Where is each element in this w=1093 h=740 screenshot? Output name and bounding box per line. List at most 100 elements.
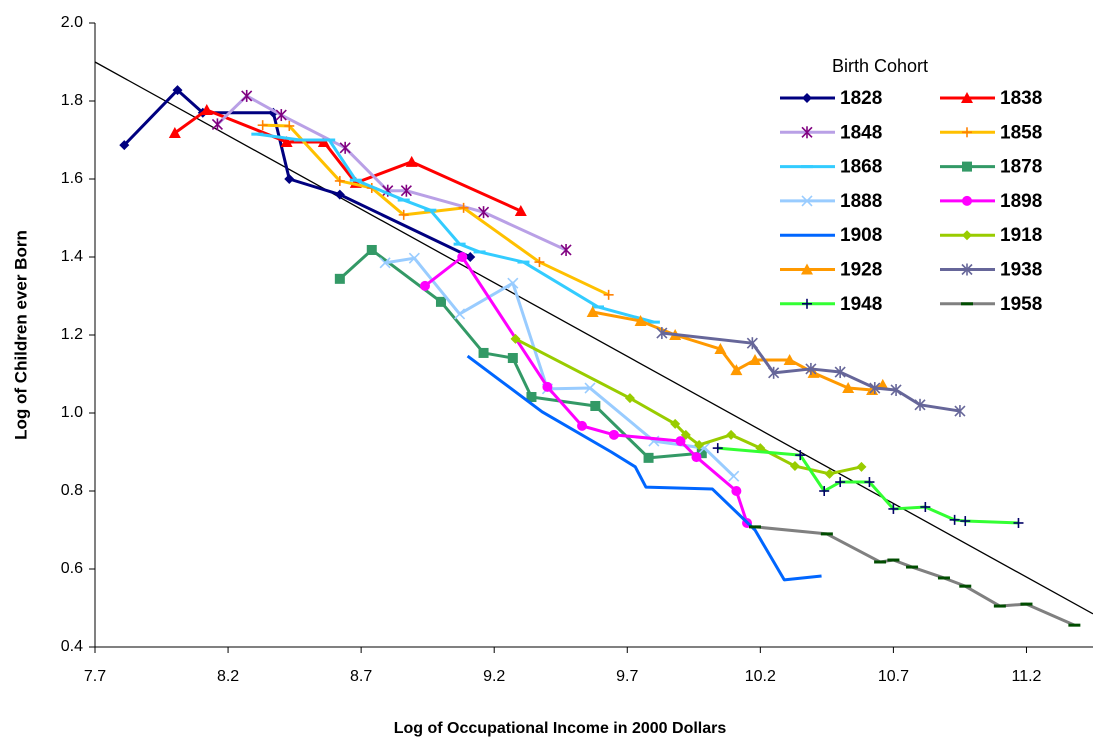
marker — [241, 89, 253, 102]
marker-shape — [420, 280, 431, 291]
marker-part — [584, 382, 596, 394]
marker — [768, 366, 780, 379]
marker — [280, 135, 293, 147]
marker — [586, 305, 599, 317]
marker — [749, 353, 762, 365]
marker — [119, 140, 130, 151]
marker-part — [454, 308, 466, 320]
x-tick-label: 9.2 — [483, 668, 505, 685]
marker — [731, 486, 742, 496]
legend-label: 1908 — [840, 225, 882, 246]
marker — [834, 366, 846, 379]
x-tick-label: 10.7 — [878, 668, 909, 685]
marker — [339, 141, 351, 154]
marker — [726, 429, 737, 440]
marker-part — [698, 442, 711, 454]
legend-label: 1888 — [840, 191, 882, 212]
legend-entry: 1868 — [780, 157, 882, 178]
marker-shape — [696, 448, 707, 459]
legend-entry: 1838 — [940, 88, 1042, 109]
legend-entry: 1928 — [780, 260, 882, 281]
marker — [656, 327, 668, 340]
series-line — [338, 248, 702, 460]
marker — [465, 252, 476, 262]
marker-shape — [526, 392, 537, 403]
series-line — [514, 337, 862, 476]
marker — [856, 461, 867, 472]
marker-shape — [726, 429, 737, 440]
legend-label: 1848 — [840, 122, 882, 143]
y-tick-label: 1.6 — [61, 170, 83, 187]
marker-shape — [168, 126, 181, 138]
marker — [454, 308, 466, 320]
marker-shape — [577, 420, 588, 431]
marker-shape — [510, 333, 521, 344]
marker — [869, 382, 881, 395]
marker-shape — [334, 189, 345, 200]
marker — [962, 161, 972, 172]
legend-entry: 1848 — [780, 122, 882, 143]
marker — [801, 195, 813, 207]
series-line — [466, 354, 822, 582]
marker — [824, 468, 835, 479]
marker — [694, 439, 705, 450]
marker-shape — [789, 461, 800, 472]
marker — [172, 85, 183, 96]
marker-shape — [962, 230, 972, 241]
marker — [801, 263, 813, 275]
marker — [789, 461, 800, 472]
marker-shape — [280, 135, 293, 147]
marker-shape — [714, 343, 727, 355]
legend-label: 1928 — [840, 260, 882, 281]
legend-entry: 1938 — [940, 260, 1042, 281]
y-tick-label: 1.8 — [61, 92, 83, 109]
marker-part — [507, 277, 519, 289]
trend-line — [94, 61, 1093, 615]
marker — [712, 443, 723, 454]
marker — [728, 470, 740, 482]
marker-shape — [435, 296, 446, 307]
y-tick-label: 0.8 — [61, 482, 83, 499]
marker-shape — [691, 452, 702, 463]
legend-label: 1948 — [840, 294, 882, 315]
marker — [211, 118, 223, 131]
legend-entry: 1958 — [940, 294, 1042, 315]
y-tick-label: 2.0 — [61, 14, 83, 31]
x-tick-label: 10.2 — [745, 668, 776, 685]
marker-shape — [634, 314, 647, 326]
marker — [400, 184, 412, 197]
marker — [783, 353, 796, 365]
marker-shape — [334, 273, 345, 284]
marker-shape — [507, 353, 518, 364]
marker-shape — [749, 353, 762, 365]
series-line — [173, 108, 522, 213]
marker — [398, 209, 409, 220]
marker-shape — [608, 429, 619, 440]
legend-label: 1838 — [1000, 88, 1042, 109]
marker — [864, 477, 875, 488]
marker-shape — [842, 382, 855, 394]
marker — [603, 289, 614, 300]
marker — [805, 362, 817, 375]
marker — [526, 392, 537, 403]
marker-shape — [961, 92, 973, 103]
marker — [890, 383, 902, 396]
marker — [534, 257, 545, 268]
x-tick-label: 7.7 — [84, 668, 106, 685]
marker — [408, 252, 420, 264]
marker-shape — [730, 364, 743, 376]
marker — [1013, 517, 1024, 528]
marker-shape — [802, 93, 812, 103]
y-tick-label: 0.6 — [61, 560, 83, 577]
legend-title: Birth Cohort — [832, 56, 928, 76]
marker — [200, 103, 213, 115]
marker-shape — [457, 252, 468, 262]
marker — [584, 382, 596, 394]
marker — [954, 405, 966, 418]
marker — [949, 514, 960, 525]
marker-shape — [514, 204, 527, 216]
series-line — [717, 446, 1019, 525]
marker — [795, 450, 806, 461]
marker — [670, 418, 681, 429]
marker — [696, 448, 707, 459]
